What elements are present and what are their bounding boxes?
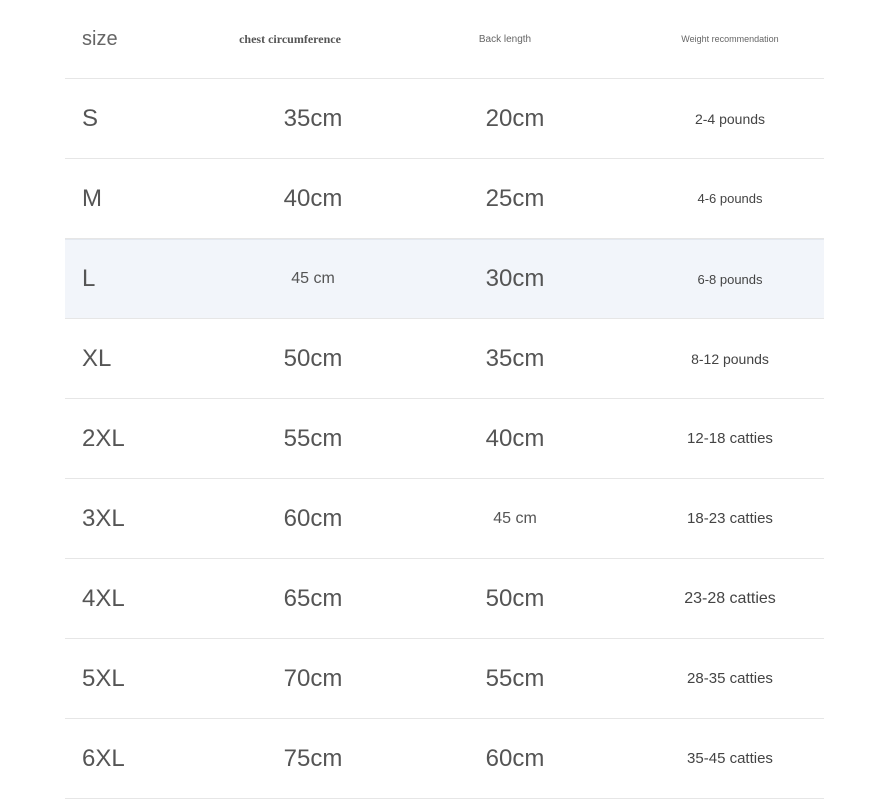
table-cell: 50cm xyxy=(283,344,343,372)
table-cell: 8-12 pounds xyxy=(691,350,769,367)
table-cell: 35cm xyxy=(283,104,343,132)
header-row: size chest circumference Back length Wei… xyxy=(65,0,824,79)
header-cell: size xyxy=(82,27,118,50)
table-row: 4XL 65cm 50cm 23-28 catties xyxy=(65,559,824,639)
table-row: 2XL 55cm 40cm 12-18 catties xyxy=(65,399,824,479)
table-cell: 35cm xyxy=(485,344,545,372)
table-cell: S xyxy=(82,104,99,132)
table-cell: 55cm xyxy=(283,424,343,452)
table-cell: 2-4 pounds xyxy=(694,110,766,127)
header-cell: chest circumference xyxy=(239,31,341,46)
table-cell: 50cm xyxy=(485,584,545,612)
table-row: L 45 cm 30cm 6-8 pounds xyxy=(65,239,824,319)
table-row: XL 50cm 35cm 8-12 pounds xyxy=(65,319,824,399)
table-cell: 35-45 catties xyxy=(687,750,773,767)
table-cell: 40cm xyxy=(283,184,343,212)
table-cell: 45 cm xyxy=(291,270,335,287)
table-cell: 4XL xyxy=(82,584,125,612)
table-cell: 3XL xyxy=(82,504,125,532)
table-cell: M xyxy=(82,184,102,212)
table-cell: 30cm xyxy=(485,265,545,292)
table-cell: 4-6 pounds xyxy=(697,191,763,206)
table-row: M 40cm 25cm 4-6 pounds xyxy=(65,159,824,239)
header-cell: Back length xyxy=(478,33,532,45)
header-cell: Weight recommendation xyxy=(681,34,779,44)
table-cell: 40cm xyxy=(485,424,545,452)
table-cell: 6-8 pounds xyxy=(697,271,763,287)
table-cell: L xyxy=(82,265,96,292)
table-cell: 23-28 catties xyxy=(684,589,776,607)
table-cell: 5XL xyxy=(82,664,125,692)
table-cell: 60cm xyxy=(283,504,343,532)
table-cell: 65cm xyxy=(283,584,343,612)
table-cell: 12-18 catties xyxy=(687,430,773,447)
table-cell: 6XL xyxy=(82,744,125,772)
table-cell: 2XL xyxy=(82,424,125,452)
table-cell: XL xyxy=(82,344,112,372)
table-cell: 75cm xyxy=(283,744,343,772)
table-cell: 28-35 catties xyxy=(687,670,773,687)
table-cell: 18-23 catties xyxy=(687,510,773,527)
table-row: 5XL 70cm 55cm 28-35 catties xyxy=(65,639,824,719)
table-row: 6XL 75cm 60cm 35-45 catties xyxy=(65,719,824,799)
table-cell: 55cm xyxy=(485,664,545,692)
table-cell: 70cm xyxy=(283,664,343,692)
table-cell: 45 cm xyxy=(493,509,537,527)
table-cell: 20cm xyxy=(485,104,545,132)
table-cell: 60cm xyxy=(485,744,545,772)
table-row: 3XL 60cm 45 cm 18-23 catties xyxy=(65,479,824,559)
table-cell: 25cm xyxy=(485,184,545,212)
table-row: S 35cm 20cm 2-4 pounds xyxy=(65,79,824,159)
